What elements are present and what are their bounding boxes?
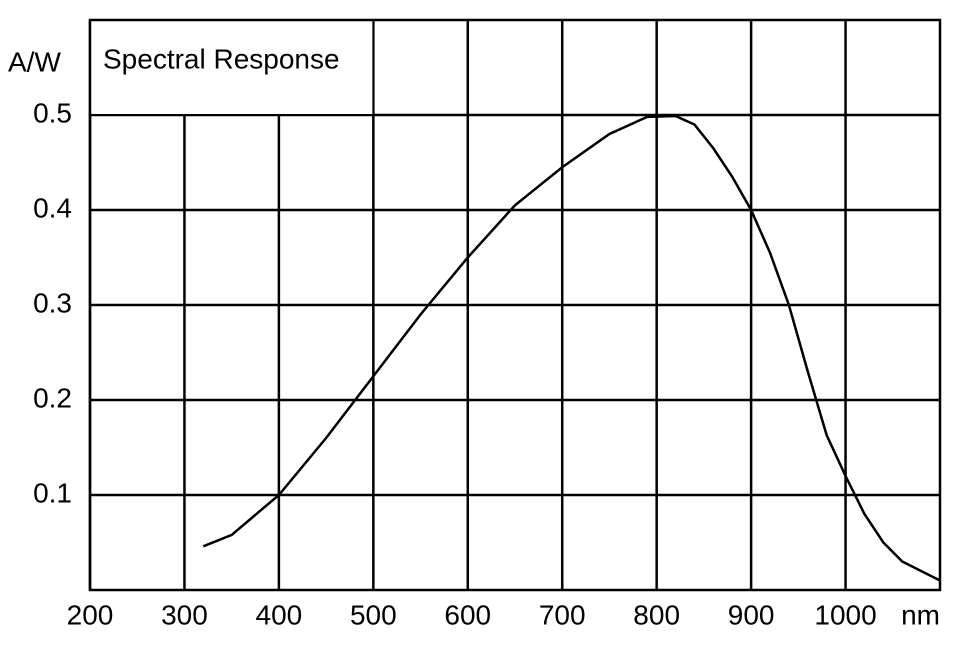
y-tick-label: 0.3 — [33, 287, 72, 318]
x-tick-label: 800 — [633, 599, 680, 630]
x-tick-label: 700 — [539, 599, 586, 630]
plot-frame — [88, 18, 942, 592]
x-tick-label: 1000 — [814, 599, 876, 630]
x-tick-label: 600 — [444, 599, 491, 630]
x-axis-label: nm — [901, 599, 940, 630]
x-tick-label: 900 — [728, 599, 775, 630]
x-tick-label: 400 — [256, 599, 303, 630]
x-tick-label: 200 — [67, 599, 114, 630]
chart-title: Spectral Response — [103, 43, 340, 74]
x-tick-label: 300 — [161, 599, 208, 630]
x-tick-label: 500 — [350, 599, 397, 630]
response-curve — [202, 114, 941, 582]
y-axis-label: A/W — [8, 46, 61, 77]
y-tick-label: 0.2 — [33, 382, 72, 413]
y-tick-label: 0.5 — [33, 97, 72, 128]
y-tick-label: 0.1 — [33, 477, 72, 508]
title-box — [91, 21, 373, 114]
y-tick-label: 0.4 — [33, 192, 72, 223]
